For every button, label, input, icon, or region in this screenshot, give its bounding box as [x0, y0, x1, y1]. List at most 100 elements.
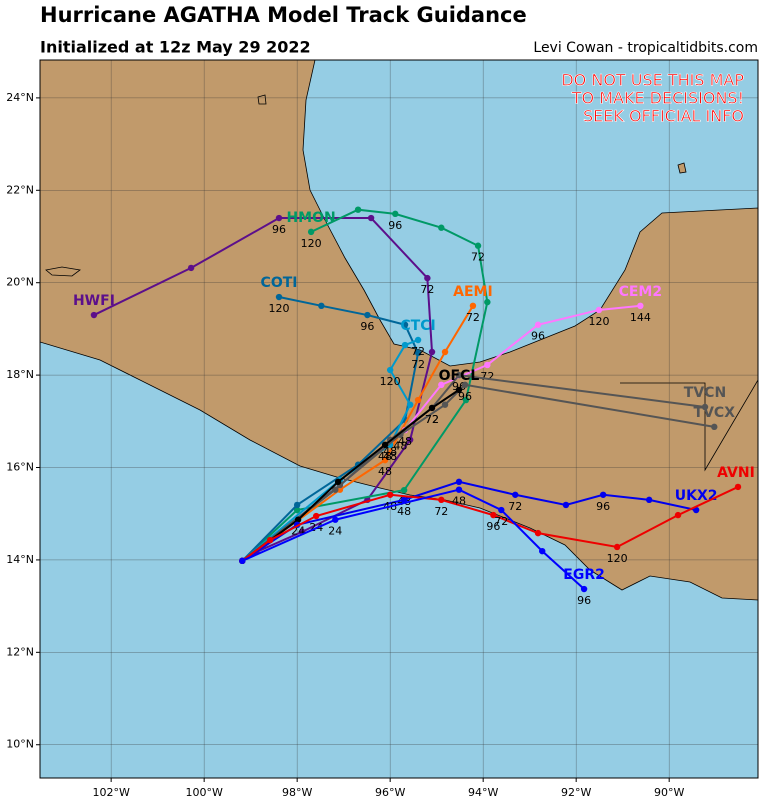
track-line — [241, 486, 739, 562]
hour-label: 96 — [272, 223, 286, 236]
x-tick-label: 102°W — [92, 786, 129, 799]
hour-label: 120 — [380, 375, 401, 388]
track-point — [275, 214, 283, 222]
hour-label: 72 — [411, 345, 425, 358]
legend-label: TVCN — [684, 385, 726, 401]
track-point — [354, 206, 362, 213]
warning: SEEK OFFICIAL INFO — [583, 107, 744, 126]
track-point — [438, 496, 445, 504]
track-point — [406, 436, 414, 443]
track-point — [461, 381, 469, 389]
track-point — [441, 348, 449, 356]
hour-label: 48 — [383, 445, 397, 458]
hour-label: 96 — [360, 320, 374, 333]
y-tick-label: 20°N — [6, 276, 34, 289]
track-point — [595, 306, 603, 314]
legend-label: AEMI — [453, 284, 493, 300]
island — [257, 94, 267, 105]
legend-label: EGR2 — [563, 567, 605, 583]
hour-label: 48 — [393, 440, 407, 453]
track-point — [406, 401, 414, 408]
track: 24 48 72 OFCL — [239, 368, 479, 565]
track-point — [469, 302, 477, 310]
hour-label: 96 — [577, 594, 591, 607]
track-point — [534, 321, 542, 328]
hour-label: 72 — [411, 358, 425, 371]
hour-label: 48 — [383, 450, 397, 463]
x-tick-label: 98°W — [282, 786, 312, 799]
track-point — [484, 361, 491, 369]
track-point — [455, 486, 463, 493]
track: 72 96 HWFI — [73, 214, 436, 565]
island — [677, 162, 687, 174]
legend-label: TVCX — [694, 405, 736, 421]
x-tick-label: 94°W — [468, 786, 498, 799]
track-point — [401, 341, 409, 349]
y-tick-label: 16°N — [6, 461, 34, 474]
legend-label: HWFI — [73, 293, 115, 309]
y-tick-label: 14°N — [6, 553, 34, 566]
map: 7296HWFI487296120HMON7296120COTI4872AEMI… — [40, 60, 758, 778]
axes: 102°W 100°W 98°W 96°W 94°W 92°W 90°W 10°N 12°N 14… — [6, 91, 684, 799]
hour-label: 72 — [466, 311, 480, 324]
hour-label: 24 — [328, 525, 342, 538]
legend-label: AVNI — [717, 465, 755, 481]
hour-label: 144 — [630, 311, 651, 324]
track-point — [334, 478, 342, 486]
track-point — [599, 491, 607, 498]
hour-label: 96 — [486, 520, 500, 533]
hour-label: 120 — [607, 552, 628, 565]
track-point — [701, 403, 709, 411]
track-point — [401, 321, 409, 328]
track-point — [381, 456, 389, 464]
legend-label: CEM2 — [619, 284, 663, 300]
track-point — [381, 441, 389, 449]
track-point — [711, 423, 718, 431]
track-point — [414, 396, 422, 404]
hour-label: 120 — [301, 237, 322, 250]
track-point — [455, 386, 463, 394]
hour-label: 96 — [458, 390, 472, 403]
track-line — [241, 383, 715, 562]
track-point — [364, 311, 371, 319]
hour-label: 120 — [269, 302, 290, 315]
track-point — [490, 511, 497, 519]
y-tick-label: 12°N — [6, 645, 34, 658]
track-point — [90, 311, 98, 319]
warning: TO MAKE DECISIONS! — [571, 89, 744, 108]
track-point — [462, 396, 470, 404]
hour-label: 96 — [596, 500, 610, 513]
track-point — [512, 491, 519, 498]
track-line — [241, 488, 585, 590]
hour-label: 96 — [531, 330, 545, 343]
legend-label: UKX2 — [675, 488, 718, 504]
track-point — [441, 401, 449, 408]
track-point — [414, 336, 422, 344]
track-point — [239, 557, 246, 565]
track-point — [455, 478, 463, 486]
land — [40, 60, 758, 601]
track-point — [275, 293, 283, 301]
track-point — [187, 264, 195, 272]
track-point — [498, 506, 505, 514]
track-point — [307, 228, 315, 236]
tracks: 7296HWFI487296120HMON7296120COTI4872AEMI… — [73, 206, 755, 607]
track-point — [438, 224, 445, 231]
hour-label: 72 — [420, 283, 434, 296]
track-point — [318, 302, 325, 310]
hour-label: 72 — [471, 251, 485, 264]
track-point — [534, 529, 542, 537]
track-line — [241, 389, 460, 562]
track-point — [613, 543, 621, 551]
hour-label: 72 — [494, 515, 508, 528]
track-point — [266, 536, 274, 544]
hour-label: 96 — [388, 219, 402, 232]
track-point — [400, 496, 408, 504]
hour-label: 72 — [508, 500, 522, 513]
hour-label: 48 — [452, 495, 466, 508]
y-tick-label: 22°N — [6, 183, 34, 196]
chart-title: Hurricane AGATHA Model Track Guidance — [40, 3, 527, 27]
